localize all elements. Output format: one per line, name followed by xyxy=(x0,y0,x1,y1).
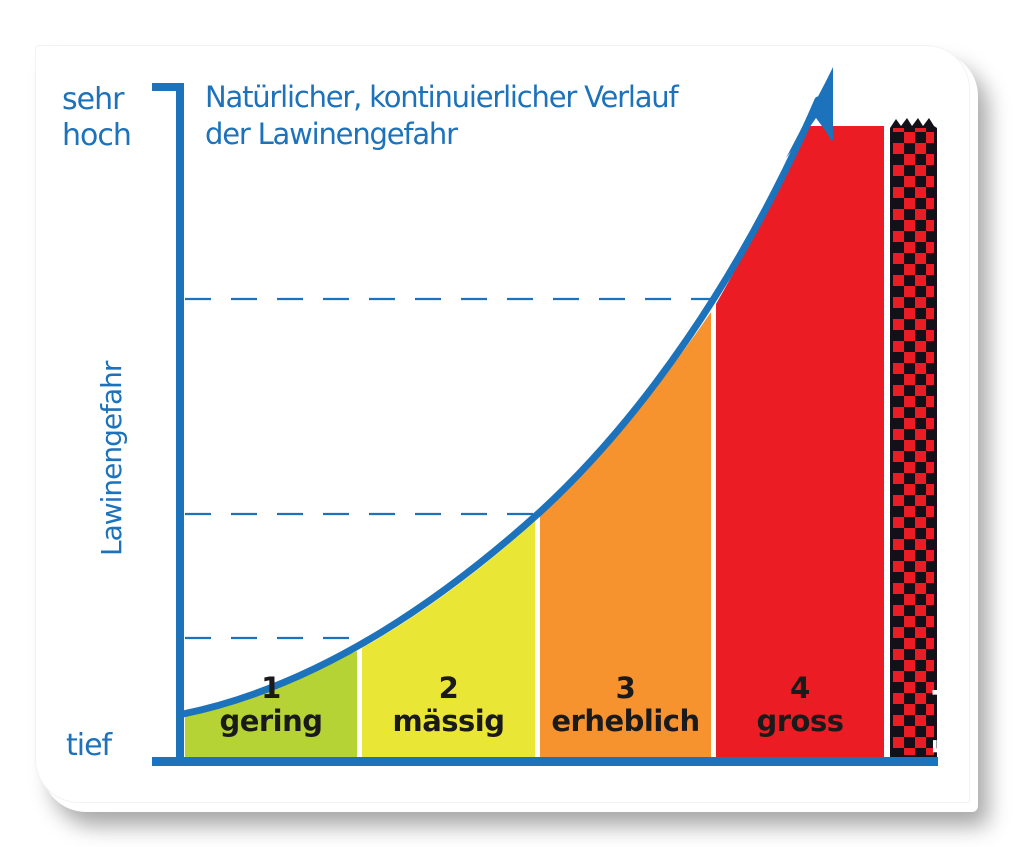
y-tick-bottom: tief xyxy=(66,728,112,763)
level-4-label: 4 gross xyxy=(716,672,884,738)
y-tick-top-line2: hoch xyxy=(62,118,132,153)
chart-title: Natürlicher, kontinuierlicher Verlauf de… xyxy=(205,79,679,153)
level-1-name: gering xyxy=(219,704,323,738)
level-4-number: 4 xyxy=(790,671,810,705)
chart-title-line2: der Lawinengefahr xyxy=(205,117,458,151)
level-3-name: erheblich xyxy=(551,704,700,738)
level-5-label: 5 sehr gross xyxy=(929,580,959,755)
y-axis-label: Lawinengefahr xyxy=(95,361,128,556)
x-axis xyxy=(152,757,938,766)
arrow-tip xyxy=(789,67,833,157)
level-2-label: 2 mässig xyxy=(362,672,535,738)
level-4-area xyxy=(716,126,884,757)
level-1-number: 1 xyxy=(261,671,281,705)
y-tick-top-line1: sehr xyxy=(62,82,124,117)
level-1-area xyxy=(185,651,357,757)
level-1-label: 1 gering xyxy=(185,672,357,738)
level-2-name: mässig xyxy=(392,704,505,738)
threshold-lines xyxy=(185,297,711,640)
y-axis-top-tick xyxy=(152,83,182,91)
level-3-number: 3 xyxy=(615,671,636,705)
level-2-number: 2 xyxy=(438,671,459,705)
level-3-area xyxy=(540,312,711,757)
level-2-area xyxy=(362,521,535,757)
y-axis xyxy=(176,83,184,766)
level-5-column xyxy=(890,118,937,757)
level-4-name: gross xyxy=(756,704,844,738)
chart-title-line1: Natürlicher, kontinuierlicher Verlauf xyxy=(205,80,679,114)
danger-curve xyxy=(179,96,822,718)
level-3-label: 3 erheblich xyxy=(540,672,711,738)
